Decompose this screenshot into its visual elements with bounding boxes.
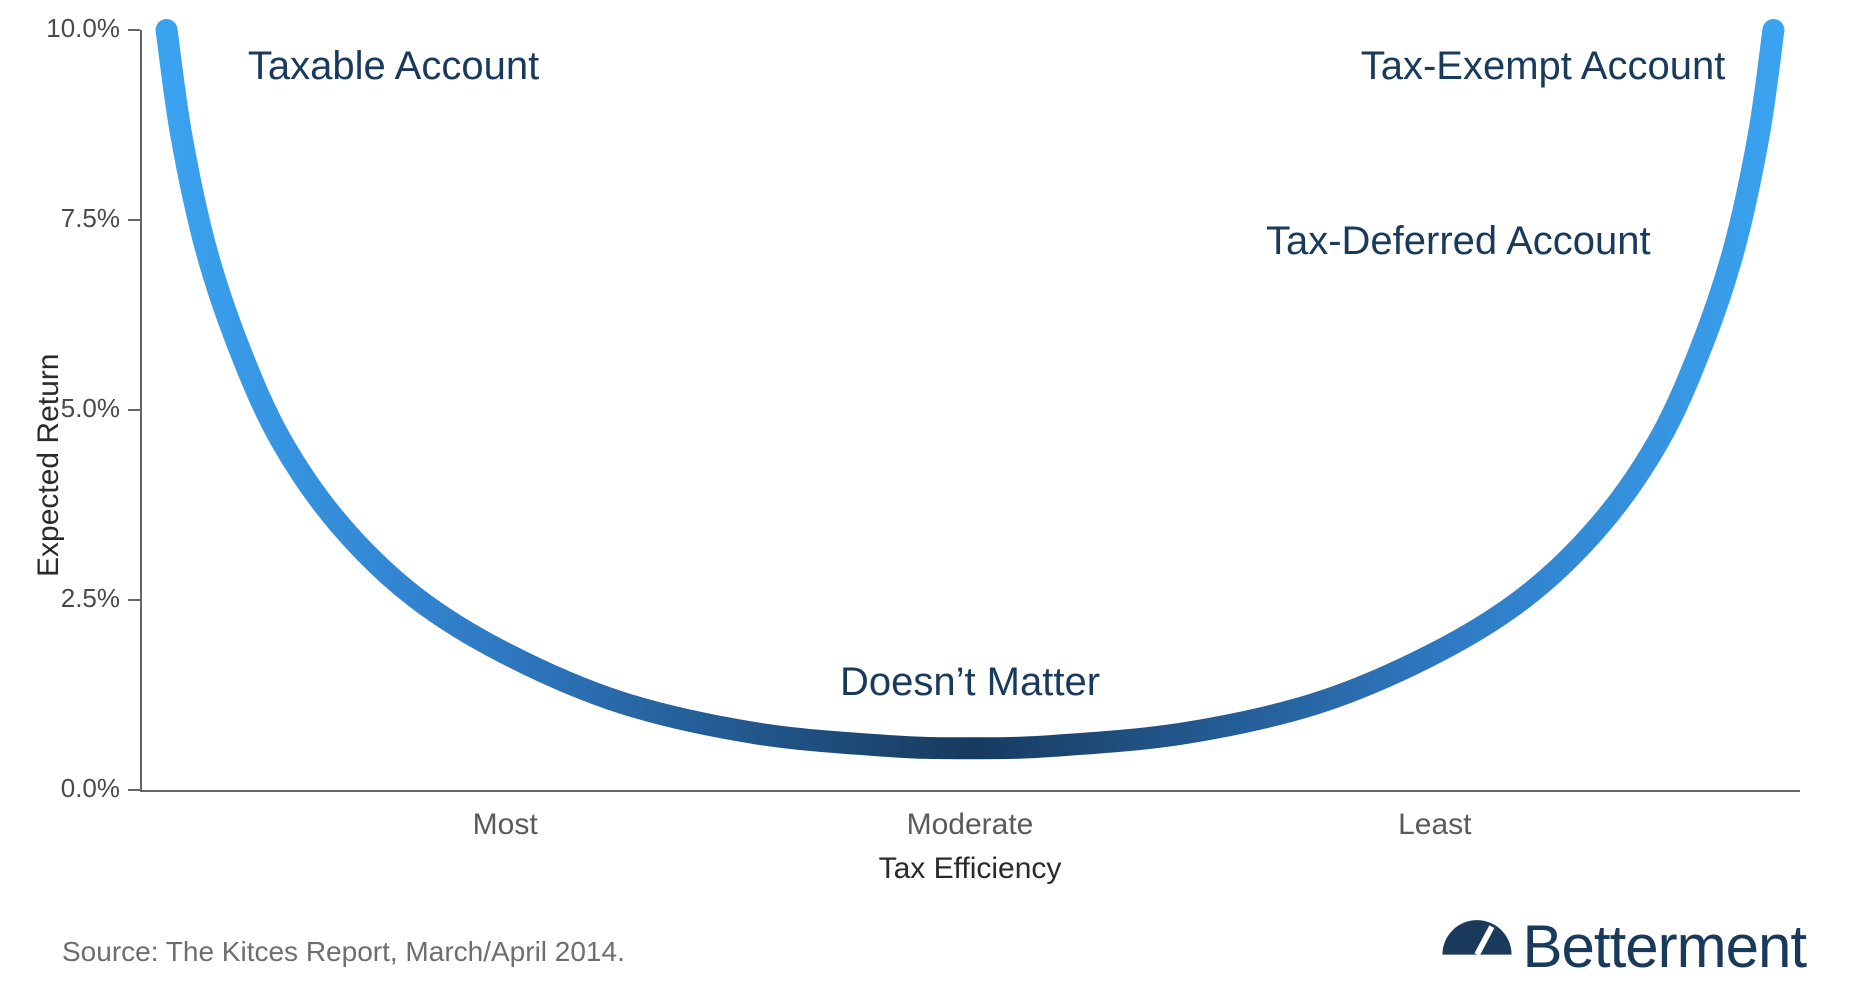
y-tick-label: 0.0% [61, 773, 120, 804]
x-tick-label: Least [1335, 808, 1535, 842]
annotation-doesntmatter: Doesn’t Matter [770, 660, 1170, 705]
y-tick-label: 7.5% [61, 203, 120, 234]
annotation-taxdeferred: Tax-Deferred Account [1266, 219, 1651, 264]
betterment-logo: Betterment [1441, 910, 1806, 982]
y-tick [128, 219, 140, 221]
annotation-taxexempt: Tax-Exempt Account [1361, 44, 1726, 89]
source-citation: Source: The Kitces Report, March/April 2… [62, 936, 625, 968]
annotation-taxable: Taxable Account [248, 44, 539, 89]
betterment-logo-text: Betterment [1523, 912, 1806, 981]
y-tick [128, 29, 140, 31]
y-tick-label: 5.0% [61, 393, 120, 424]
plot-area: Expected Return Tax Efficiency Source: T… [0, 0, 1856, 1004]
y-tick [128, 789, 140, 791]
y-tick [128, 409, 140, 411]
y-tick-label: 2.5% [61, 583, 120, 614]
x-tick-label: Most [405, 808, 605, 842]
x-tick-label: Moderate [870, 808, 1070, 842]
y-tick [128, 599, 140, 601]
return-curve [0, 0, 1856, 1004]
betterment-logo-icon [1441, 910, 1513, 982]
y-tick-label: 10.0% [46, 13, 120, 44]
